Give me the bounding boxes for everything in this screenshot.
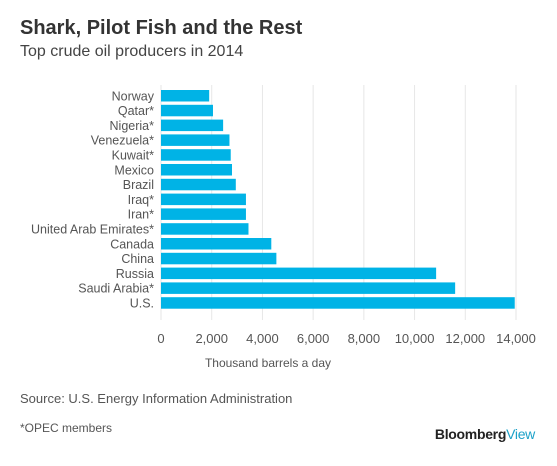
category-label: Canada [110,237,154,251]
bar [161,267,437,280]
category-label: Iran* [128,208,155,222]
x-tick-label: 8,000 [348,331,381,346]
category-label: China [121,252,154,266]
chart-title: Shark, Pilot Fish and the Rest [20,17,303,39]
category-label: Russia [116,267,154,281]
category-label: United Arab Emirates* [31,222,154,236]
source-note: Source: U.S. Energy Information Administ… [20,391,293,406]
x-tick-label: 4,000 [246,331,279,346]
bar [161,119,224,132]
bar [161,238,272,250]
bar [161,297,515,309]
x-tick-label: 2,000 [195,331,228,346]
bar [161,208,246,220]
bar [161,223,249,235]
category-label: Iraq* [128,193,155,207]
bar [161,282,456,294]
category-label: Nigeria* [110,119,155,133]
x-tick-label: 0 [157,331,164,346]
bar [161,149,231,161]
bar-chart: NorwayQatar*Nigeria*Venezuela*Kuwait*Mex… [31,85,536,370]
category-label: U.S. [130,296,154,310]
brand-primary: Bloomberg [434,426,507,442]
category-label: Brazil [123,178,154,192]
category-label: Qatar* [118,104,154,118]
x-tick-label: 14,000 [496,331,536,346]
category-label: Saudi Arabia* [78,282,154,296]
bar [161,193,246,206]
x-tick-label: 12,000 [445,331,485,346]
category-label: Kuwait* [112,148,155,162]
bar [161,90,210,102]
bar [161,178,236,191]
bloomberg-view-logo: BloombergView [435,426,535,442]
category-label: Norway [112,89,155,103]
bar [161,164,232,176]
chart-subtitle: Top crude oil producers in 2014 [20,43,244,60]
category-label: Mexico [114,163,154,177]
category-label: Venezuela* [91,134,154,148]
x-tick-label: 6,000 [297,331,330,346]
bar [161,252,277,265]
brand-secondary: View [506,426,535,442]
x-tick-label: 10,000 [395,331,435,346]
bar [161,104,213,117]
bar [161,134,230,146]
x-axis-label: Thousand barrels a day [205,356,331,370]
opec-footnote: *OPEC members [20,421,113,435]
